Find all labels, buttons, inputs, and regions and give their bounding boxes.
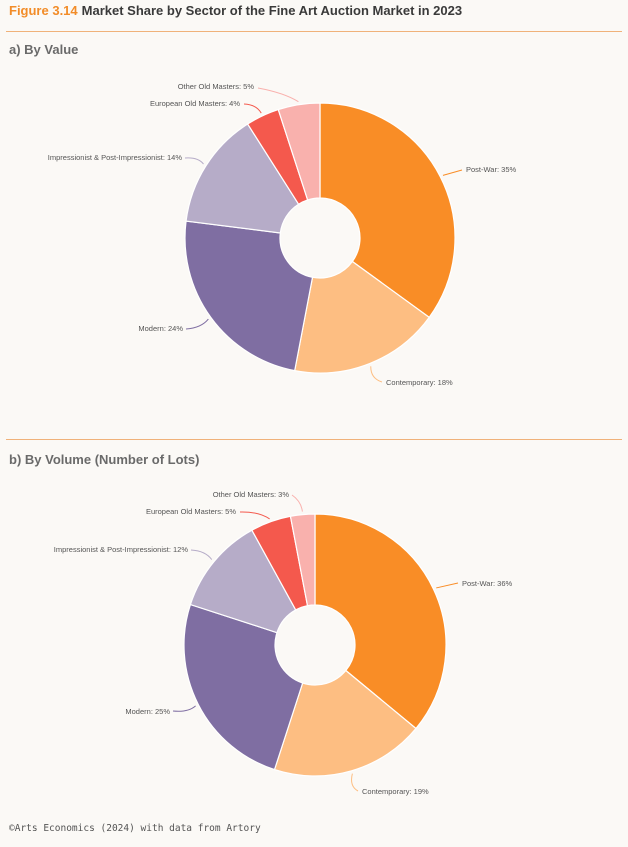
title-divider [6,31,622,32]
leader-line-impressionist-and-post-impressionist [190,549,213,560]
data-label-other-old-masters: Other Old Masters: 3% [213,490,290,499]
leader-line-modern [172,705,196,712]
data-label-post-war: Post-War: 35% [466,165,516,174]
section-divider [6,439,622,440]
leader-line-impressionist-and-post-impressionist [184,157,204,165]
slice-impressionist-and-post-impressionist [189,529,297,634]
data-label-modern: Modern: 24% [138,324,183,333]
pie-chart-by-value: Post-War: 35% Contemporary: 18% Modern: 24… [48,82,517,387]
slice-contemporary [294,260,431,374]
pie-chart-by-volume: Post-War: 36% Contemporary: 19% Modern: 25… [54,490,513,796]
chart-a-title: a) By Value [9,42,79,57]
slice-other-old-masters [289,513,316,607]
leader-line-contemporary [351,773,359,792]
leader-line-european-old-masters [239,511,270,520]
data-label-impressionist-and-post-impressionist: Impressionist & Post-Impressionist: 12% [54,545,189,554]
slice-modern [184,220,314,372]
data-label-post-war: Post-War: 36% [462,579,512,588]
leader-line-post-war [442,169,463,176]
slice-other-old-masters [277,102,321,201]
leader-line-other-old-masters [257,87,299,103]
figure-number: Figure 3.14 [9,3,78,18]
leader-line-other-old-masters [291,494,303,512]
slice-modern [183,603,304,771]
slice-contemporary [273,669,417,777]
data-label-impressionist-and-post-impressionist: Impressionist & Post-Impressionist: 14% [48,153,183,162]
figure-title: Figure 3.14 Market Share by Sector of the… [9,3,462,18]
data-label-other-old-masters: Other Old Masters: 5% [178,82,255,91]
data-label-european-old-masters: European Old Masters: 4% [150,99,240,108]
leader-line-modern [185,318,209,330]
figure-title-text: Market Share by Sector of the Fine Art A… [81,3,463,18]
data-label-contemporary: Contemporary: 18% [386,378,453,387]
slice-post-war [319,102,456,319]
data-label-european-old-masters: European Old Masters: 5% [146,507,236,516]
data-label-modern: Modern: 25% [125,707,170,716]
leader-line-post-war [436,582,459,589]
chart-b-title: b) By Volume (Number of Lots) [9,452,200,467]
slice-impressionist-and-post-impressionist [185,123,300,234]
data-label-contemporary: Contemporary: 19% [362,787,429,796]
slice-post-war [314,513,447,730]
leader-line-european-old-masters [243,103,262,114]
leader-line-contemporary [370,366,383,383]
source-footer: ©Arts Economics (2024) with data from Ar… [9,823,261,834]
